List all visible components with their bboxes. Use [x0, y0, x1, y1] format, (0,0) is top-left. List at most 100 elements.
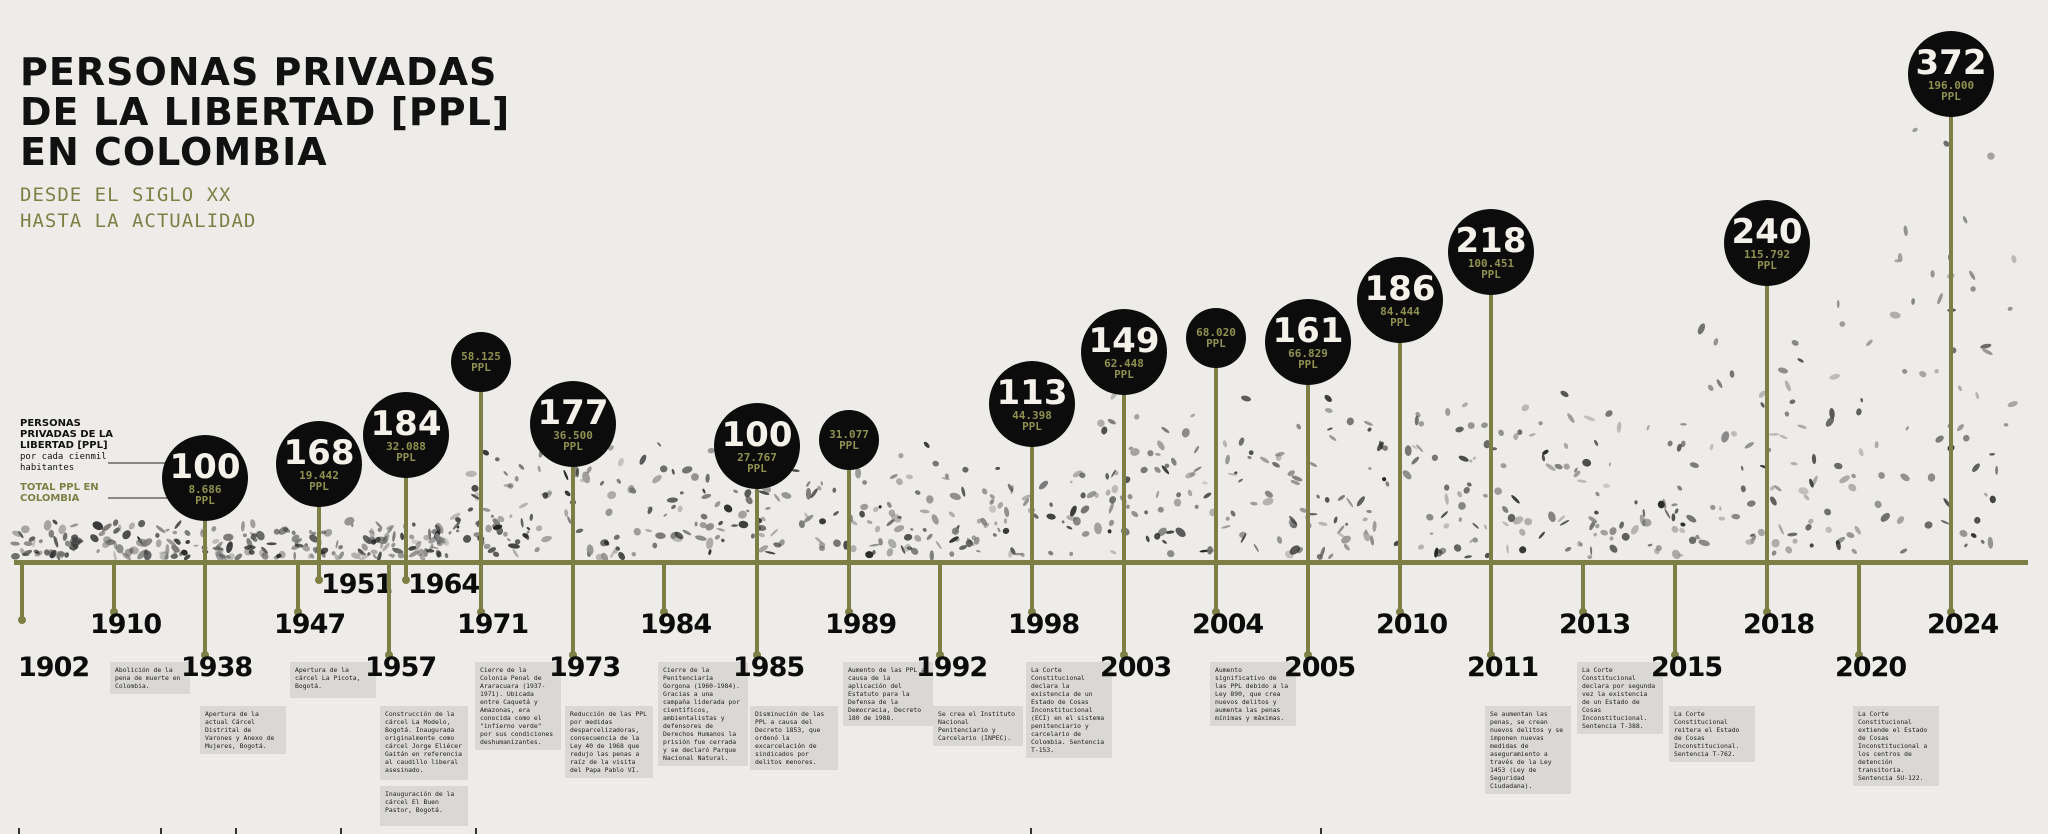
ink-blot	[910, 528, 914, 531]
ink-blot	[1274, 451, 1285, 457]
ink-blot	[1521, 404, 1530, 412]
ink-blot	[98, 531, 106, 537]
ink-blot	[869, 543, 881, 547]
ink-blot	[932, 460, 939, 467]
ink-blot	[613, 548, 618, 554]
ink-blot	[608, 445, 614, 451]
ink-blot	[1874, 441, 1879, 449]
ink-blot	[512, 548, 519, 558]
ink-blot	[234, 553, 243, 561]
ink-blot	[62, 532, 68, 541]
ink-blot	[1677, 485, 1683, 491]
ink-blot	[56, 551, 68, 557]
ink-blot	[1086, 491, 1097, 499]
ink-blot	[971, 535, 977, 541]
ink-blot	[1619, 521, 1625, 529]
ink-blot	[1980, 343, 1992, 349]
ink-blot	[1237, 478, 1244, 483]
ink-blot	[1482, 493, 1488, 498]
ink-blot	[1577, 479, 1587, 483]
ink-blot	[1498, 429, 1504, 436]
year-label-2010: 2010	[1376, 609, 1448, 640]
ink-blot	[1709, 443, 1714, 451]
ink-blot	[121, 552, 132, 561]
ink-blot	[1110, 550, 1117, 555]
ink-blot	[567, 516, 572, 524]
ink-blot	[1797, 424, 1807, 429]
ink-blot	[1851, 548, 1857, 554]
ink-blot	[423, 534, 430, 541]
ink-blot	[435, 522, 444, 534]
ink-blot	[1049, 502, 1053, 508]
subtitle: DESDE EL SIGLO XX HASTA LA ACTUALIDAD	[20, 182, 256, 234]
ink-blot	[862, 480, 868, 485]
ink-blot	[1108, 502, 1114, 514]
ink-blot	[1672, 549, 1681, 560]
ink-blot	[1760, 402, 1765, 408]
title-line-3: EN COLOMBIA	[20, 130, 328, 174]
ink-blot	[1594, 510, 1599, 515]
ink-blot	[1481, 422, 1488, 429]
year-label-2003: 2003	[1100, 652, 1172, 683]
legend-rate-label: PERSONAS PRIVADAS DE LA LIBERTAD [PPL]	[20, 418, 113, 451]
ink-blot	[706, 537, 714, 550]
year-label-1957: 1957	[365, 652, 437, 683]
ink-blot	[1440, 511, 1448, 519]
ink-blot	[1577, 541, 1582, 547]
ink-blot	[1679, 527, 1686, 534]
stem-2003	[1122, 352, 1126, 562]
ink-blot	[818, 545, 825, 551]
bottom-mark-6	[1320, 828, 1322, 834]
ink-blot	[1969, 270, 1976, 280]
ink-blot	[1363, 421, 1373, 426]
ink-blot	[10, 541, 20, 546]
bubble-total-2003: 62.448	[1104, 357, 1144, 370]
ink-blot	[599, 480, 605, 486]
ink-blot	[1538, 531, 1545, 539]
bubble-2004: 68.020 PPL	[1186, 308, 1246, 368]
ink-blot	[1647, 543, 1653, 547]
ink-blot	[66, 540, 74, 550]
year-label-1989: 1989	[825, 609, 897, 640]
ink-blot	[1769, 485, 1776, 491]
ink-blot	[1007, 483, 1014, 492]
ink-blot	[1080, 505, 1090, 514]
bubble-unit-1985: PPL	[747, 462, 767, 475]
ink-blot	[1878, 472, 1885, 479]
ink-blot	[1111, 485, 1119, 494]
ink-blot	[495, 457, 500, 462]
ink-blot	[52, 519, 58, 525]
ink-blot	[1982, 348, 1993, 356]
ink-blot	[1671, 525, 1679, 533]
year-label-2013: 2013	[1559, 609, 1631, 640]
axis-tick-1964	[402, 562, 410, 584]
ink-blot	[860, 503, 869, 511]
ink-blot	[391, 547, 399, 553]
ink-blot	[1674, 508, 1679, 514]
ink-blot	[1744, 442, 1754, 449]
ink-blot	[1276, 536, 1283, 544]
ink-blot	[1839, 475, 1850, 484]
ink-blot	[878, 505, 882, 509]
ink-blot	[1803, 494, 1810, 501]
ink-blot	[1181, 428, 1190, 438]
ink-blot	[444, 553, 449, 559]
ink-blot	[1109, 496, 1117, 504]
ink-blot	[1567, 413, 1575, 423]
ink-blot	[359, 551, 367, 556]
bubble-total-2018: 115.792	[1743, 248, 1791, 261]
ink-blot	[1771, 539, 1780, 548]
ink-blot	[1105, 473, 1110, 480]
ink-blot	[705, 473, 710, 483]
note-1947: Apertura de la cárcel La Picota, Bogotá.	[290, 662, 376, 698]
ink-blot	[1634, 500, 1638, 505]
ink-blot	[627, 485, 635, 494]
subtitle-line-2: HASTA LA ACTUALIDAD	[20, 210, 257, 232]
ink-blot	[1574, 467, 1578, 473]
ink-blot	[1458, 517, 1462, 522]
ink-blot	[1989, 495, 1996, 504]
timeline-axis	[14, 560, 2028, 565]
ink-blot	[1829, 373, 1841, 380]
ink-blot	[1073, 516, 1081, 526]
ink-blot	[1662, 498, 1667, 509]
